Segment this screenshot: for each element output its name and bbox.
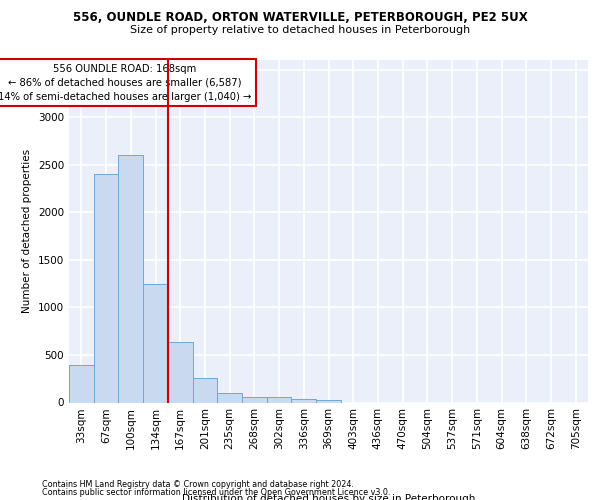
Bar (267, 398, 292, 402)
Bar (94, 174, 118, 402)
Y-axis label: Number of detached properties: Number of detached properties (22, 149, 32, 314)
Bar (143, 284, 168, 403)
Bar (292, 398, 316, 402)
Bar (168, 342, 193, 402)
Text: 556 OUNDLE ROAD: 168sqm
← 86% of detached houses are smaller (6,587)
14% of semi: 556 OUNDLE ROAD: 168sqm ← 86% of detache… (0, 64, 251, 102)
Bar (316, 400, 341, 402)
Text: Contains HM Land Registry data © Crown copyright and database right 2024.: Contains HM Land Registry data © Crown c… (42, 480, 354, 489)
Text: Contains public sector information licensed under the Open Government Licence v3: Contains public sector information licen… (42, 488, 391, 497)
Bar (69, 366, 94, 403)
Text: 556, OUNDLE ROAD, ORTON WATERVILLE, PETERBOROUGH, PE2 5UX: 556, OUNDLE ROAD, ORTON WATERVILLE, PETE… (73, 11, 527, 24)
Bar (193, 378, 217, 402)
Bar (118, 155, 143, 402)
Bar (242, 397, 267, 402)
X-axis label: Distribution of detached houses by size in Peterborough: Distribution of detached houses by size … (182, 494, 475, 500)
Bar (217, 393, 242, 402)
Text: Size of property relative to detached houses in Peterborough: Size of property relative to detached ho… (130, 25, 470, 35)
